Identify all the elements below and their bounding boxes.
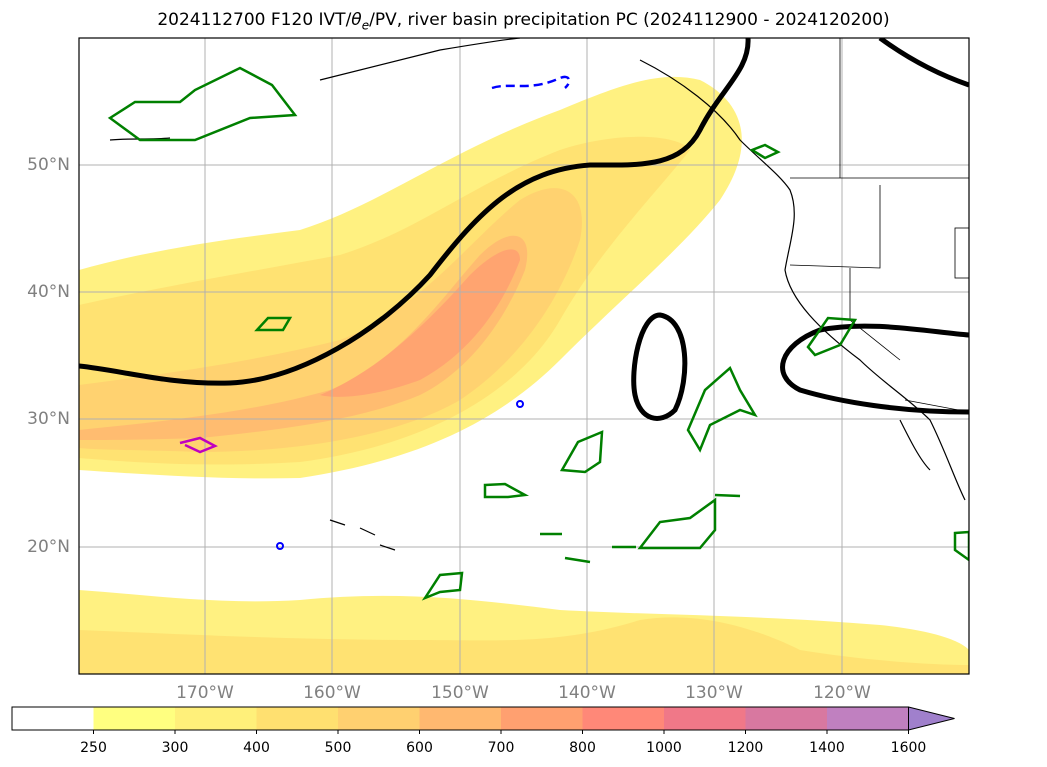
colorbar-cell	[338, 707, 420, 730]
colorbar-tickmarks	[93, 730, 909, 734]
colorbar-cell	[419, 707, 502, 730]
lat-label-50n: 50°N	[27, 155, 70, 175]
pv-contour-magenta	[179, 436, 218, 454]
pv-bc	[749, 143, 781, 160]
colorbar-tick-label: 500	[324, 740, 352, 756]
pv-blue-dot-2	[276, 542, 284, 550]
colorbar-tick-label: 1400	[809, 740, 845, 756]
title-suffix: /PV, river basin precipitation PC (20241…	[369, 10, 890, 30]
lat-label-20n: 20°N	[27, 537, 70, 557]
pv-170w-38n	[254, 316, 293, 332]
theta-e-contours	[79, 38, 969, 421]
colorbar-tick-label: 1600	[890, 740, 927, 756]
coastlines	[109, 38, 966, 551]
colorbar-tick-label: 300	[161, 740, 189, 756]
ivt-600-region	[320, 249, 520, 397]
pv-145w-25n	[483, 482, 530, 499]
colorbar-tick-label: 600	[406, 740, 433, 756]
theta-e-contour-main	[79, 38, 751, 386]
pv-blue-dot-1	[516, 400, 524, 408]
lon-label-150w: 150°W	[431, 683, 489, 703]
lon-label-160w: 160°W	[303, 683, 361, 703]
colorbar-extend-arrow	[908, 706, 955, 731]
lon-label-140w: 140°W	[558, 683, 616, 703]
lon-label-170w: 170°W	[176, 683, 234, 703]
plot-frame	[78, 37, 970, 675]
ivt-500-region	[79, 235, 528, 440]
colorbar-cell	[175, 707, 257, 730]
colorbar-cell	[827, 707, 909, 730]
gridlines	[79, 38, 969, 674]
colorbar-cell	[501, 707, 583, 730]
colorbar-tick-label: 250	[80, 740, 107, 756]
lat-label-30n: 30°N	[27, 409, 70, 429]
pv-110w-20n	[953, 530, 969, 562]
pv-138w-28n	[559, 430, 604, 474]
colorbar-tick-label: 800	[569, 740, 596, 756]
title-prefix: 2024112700 F120 IVT/	[157, 10, 352, 30]
theta-e-contour-se	[780, 323, 969, 415]
pv-155w-17n	[421, 571, 464, 601]
colorbar-tick-label: 1200	[727, 740, 764, 756]
colorbar-cell	[93, 707, 176, 730]
colorbar-frame	[11, 706, 909, 731]
title-subscript: e	[361, 18, 370, 33]
colorbar-tick-label: 1000	[646, 740, 682, 756]
colorbar-tick-label: 700	[487, 740, 515, 756]
map-title: 2024112700 F120 IVT/θe/PV, river basin p…	[0, 10, 1047, 32]
pv-aleutians	[107, 66, 298, 142]
theta-e-contour-ne	[878, 38, 969, 88]
lon-label-130w: 130°W	[685, 683, 743, 703]
colorbar-cells	[11, 706, 909, 731]
colorbar-cell	[12, 707, 94, 730]
colorbar-cell	[256, 707, 339, 730]
map-plot	[78, 37, 970, 675]
pv-contour-blue-north	[491, 75, 571, 90]
pv-130w-20n	[637, 497, 717, 550]
colorbar-cell	[582, 707, 665, 730]
theta-e-contour-closed	[631, 312, 688, 421]
lat-label-40n: 40°N	[27, 282, 70, 302]
pv-125w-32n	[686, 365, 758, 453]
colorbar-cell	[745, 707, 828, 730]
title-theta: θ	[351, 10, 362, 30]
pv-contours-green	[107, 66, 969, 601]
lon-label-120w: 120°W	[813, 683, 871, 703]
colorbar-cell	[664, 707, 746, 730]
colorbar	[11, 706, 955, 734]
ivt-south-band-inner	[79, 617, 969, 674]
pv-120w-36n	[806, 316, 858, 357]
colorbar-tick-label: 400	[243, 740, 270, 756]
